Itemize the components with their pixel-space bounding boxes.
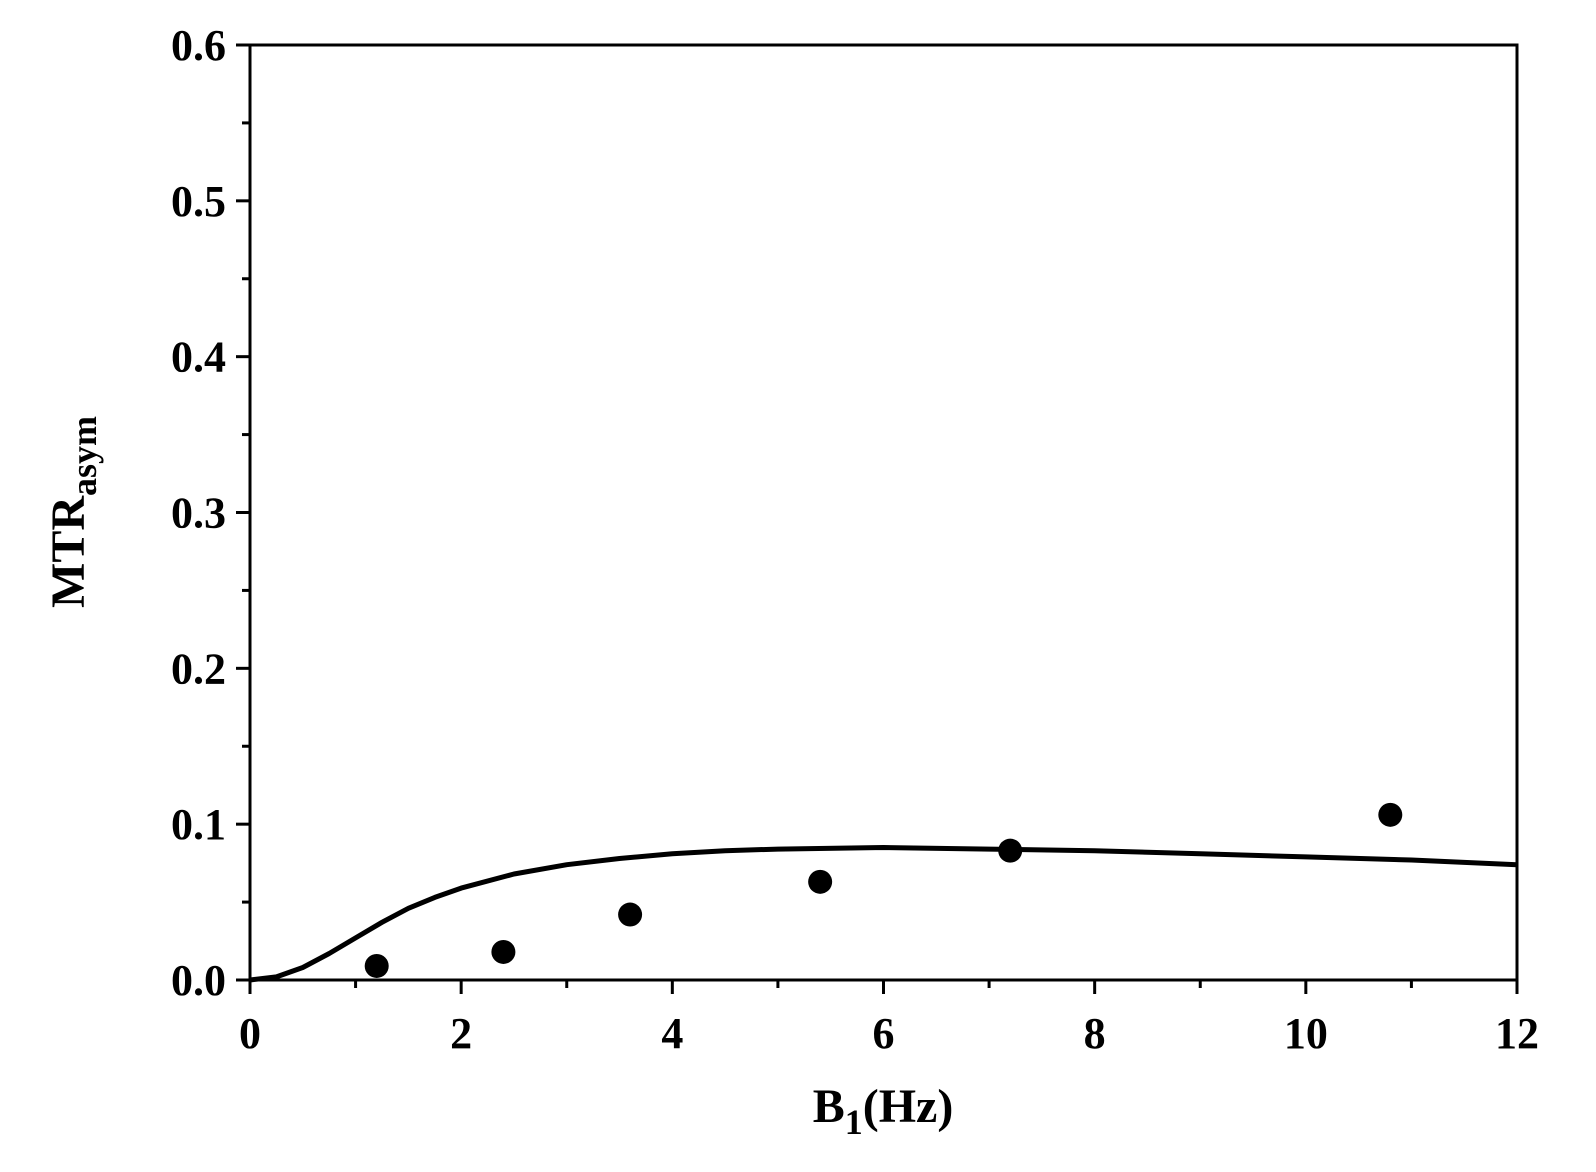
y-axis-tick-labels: 0.0 0.1 0.2 0.3 0.4 0.5 0.6 [171,21,226,1005]
x-tick-label: 10 [1284,1009,1328,1058]
data-point [618,902,643,927]
data-point [998,838,1023,863]
x-axis-title-sub: 1 [845,1102,863,1142]
data-points-group [364,802,1403,978]
x-tick-label: 8 [1084,1009,1106,1058]
y-axis-title-main: MTR [42,495,95,608]
data-point [1378,802,1403,827]
plot-frame [248,43,1519,982]
x-tick-label: 2 [450,1009,472,1058]
y-tick-label: 0.5 [171,177,226,226]
x-axis-title-main: B [813,1080,845,1133]
x-tick-label: 12 [1495,1009,1539,1058]
y-tick-label: 0.6 [171,21,226,70]
y-axis-title: MTRasym [42,416,104,608]
x-tick-label: 4 [661,1009,683,1058]
x-axis-tick-labels: 0 2 4 6 8 10 12 [239,1009,1539,1058]
data-point [491,939,516,964]
y-tick-label: 0.3 [171,489,226,538]
data-point [364,953,389,978]
x-tick-label: 0 [239,1009,261,1058]
x-axis-ticks [248,980,1519,994]
y-axis-ticks [236,43,250,982]
y-tick-label: 0.2 [171,644,226,693]
x-tick-label: 6 [873,1009,895,1058]
data-point [808,869,833,894]
fit-curve [249,845,1518,983]
x-axis-title: B1(Hz) [813,1080,954,1142]
x-axis-title-rest: (Hz) [863,1080,954,1133]
fit-curve-group [249,845,1518,983]
y-tick-label: 0.1 [171,800,226,849]
y-axis-title-sub: asym [64,416,104,496]
y-tick-label: 0.0 [171,956,226,1005]
y-tick-label: 0.4 [171,333,226,382]
